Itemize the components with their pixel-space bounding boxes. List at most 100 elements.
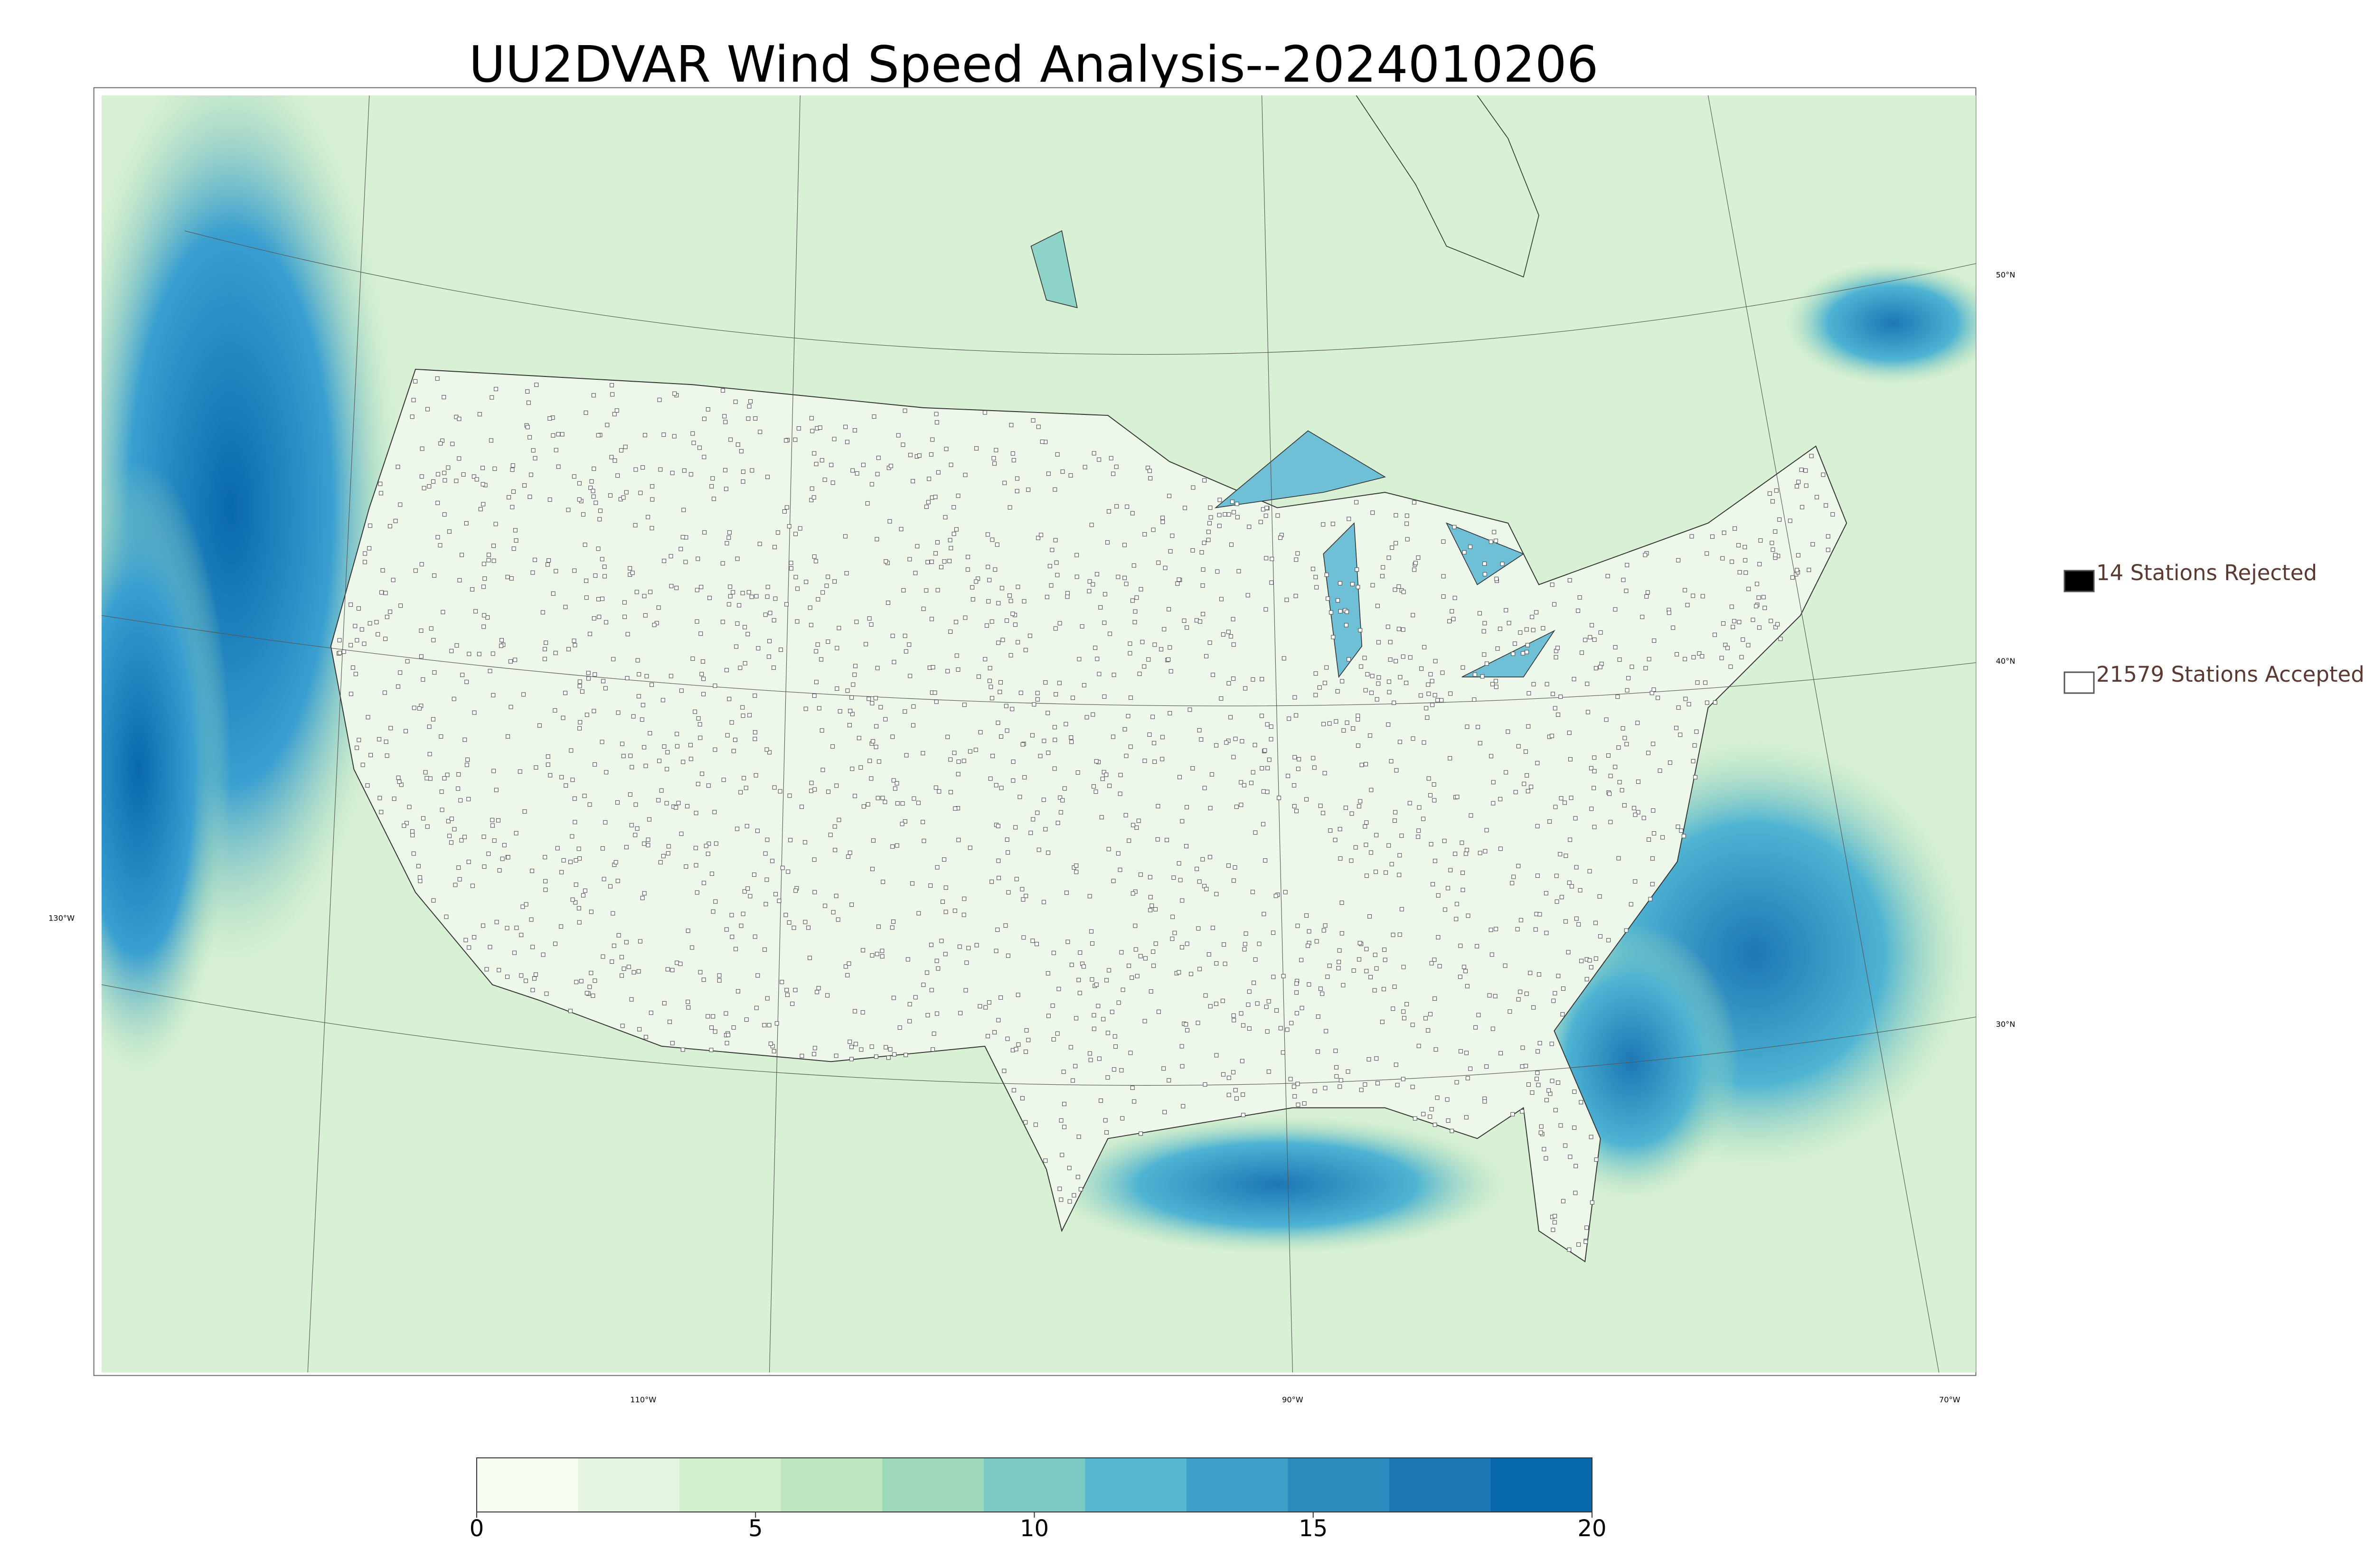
station xyxy=(843,964,848,969)
station xyxy=(1111,734,1116,739)
station xyxy=(1050,1004,1055,1008)
station xyxy=(875,537,879,542)
station xyxy=(702,455,707,460)
station xyxy=(1200,583,1205,588)
station xyxy=(891,995,896,1000)
station xyxy=(1035,942,1039,947)
station xyxy=(605,423,610,427)
station xyxy=(1650,856,1655,861)
station xyxy=(349,643,353,648)
station xyxy=(952,908,957,913)
station xyxy=(1531,628,1536,632)
station xyxy=(1219,696,1224,701)
station xyxy=(890,844,895,849)
station xyxy=(1006,890,1011,895)
station xyxy=(785,993,790,997)
station xyxy=(1306,943,1310,948)
station xyxy=(1358,628,1363,632)
station xyxy=(341,649,346,654)
station xyxy=(1481,629,1486,634)
station xyxy=(1092,784,1096,789)
station xyxy=(1324,665,1329,670)
station xyxy=(1694,729,1699,734)
station xyxy=(1821,472,1826,477)
station xyxy=(383,591,388,595)
station xyxy=(589,971,594,976)
station xyxy=(1556,713,1561,717)
station xyxy=(1114,504,1119,509)
station xyxy=(398,502,403,507)
station xyxy=(1011,778,1016,783)
station xyxy=(937,789,942,794)
station xyxy=(1416,555,1421,560)
station xyxy=(577,726,582,731)
station xyxy=(1185,941,1189,946)
station xyxy=(1417,805,1422,810)
station xyxy=(1064,722,1068,726)
station xyxy=(1356,714,1360,718)
station xyxy=(1289,1021,1294,1025)
station xyxy=(669,554,673,559)
station xyxy=(753,737,757,741)
station xyxy=(494,387,498,391)
station xyxy=(457,456,462,461)
station xyxy=(494,920,499,924)
station xyxy=(1369,691,1374,695)
station xyxy=(577,684,582,688)
station xyxy=(1435,698,1440,703)
station xyxy=(1093,646,1098,650)
station xyxy=(1365,672,1370,676)
station xyxy=(1500,562,1505,566)
station xyxy=(570,834,575,839)
station xyxy=(748,894,753,899)
station xyxy=(1198,619,1203,624)
station xyxy=(1076,977,1081,982)
station xyxy=(1206,952,1211,957)
station xyxy=(442,776,447,780)
station xyxy=(996,601,1001,606)
station xyxy=(1150,714,1155,719)
station xyxy=(425,407,430,412)
station xyxy=(1292,804,1297,808)
station xyxy=(1526,1082,1531,1087)
station xyxy=(1217,498,1222,502)
station xyxy=(1757,562,1762,566)
station xyxy=(490,817,495,822)
station xyxy=(1498,846,1503,851)
station xyxy=(694,811,698,816)
station xyxy=(1355,567,1359,572)
station xyxy=(1294,808,1299,813)
station xyxy=(1613,645,1618,649)
station xyxy=(874,744,878,749)
station xyxy=(1678,732,1683,737)
station xyxy=(1674,726,1678,730)
station xyxy=(616,933,621,938)
station xyxy=(615,473,620,478)
station xyxy=(1826,547,1830,552)
station xyxy=(925,560,930,564)
station xyxy=(1046,711,1050,715)
station xyxy=(1051,1037,1056,1042)
station xyxy=(1206,529,1211,534)
station xyxy=(1130,511,1135,516)
station xyxy=(1506,729,1510,734)
station xyxy=(1410,1023,1415,1027)
station xyxy=(1695,680,1700,685)
station xyxy=(948,629,953,634)
station xyxy=(698,970,703,975)
station xyxy=(1199,737,1204,742)
station xyxy=(1429,961,1434,966)
station xyxy=(559,775,564,779)
station xyxy=(1202,541,1206,545)
station xyxy=(629,997,634,1002)
station xyxy=(859,1047,864,1052)
station xyxy=(1156,1009,1161,1014)
station xyxy=(858,765,863,770)
station xyxy=(1622,803,1627,807)
station xyxy=(596,597,601,601)
station xyxy=(998,690,1002,695)
station xyxy=(1432,693,1437,697)
station xyxy=(1095,657,1100,661)
station xyxy=(1374,1056,1379,1061)
station xyxy=(377,737,382,742)
